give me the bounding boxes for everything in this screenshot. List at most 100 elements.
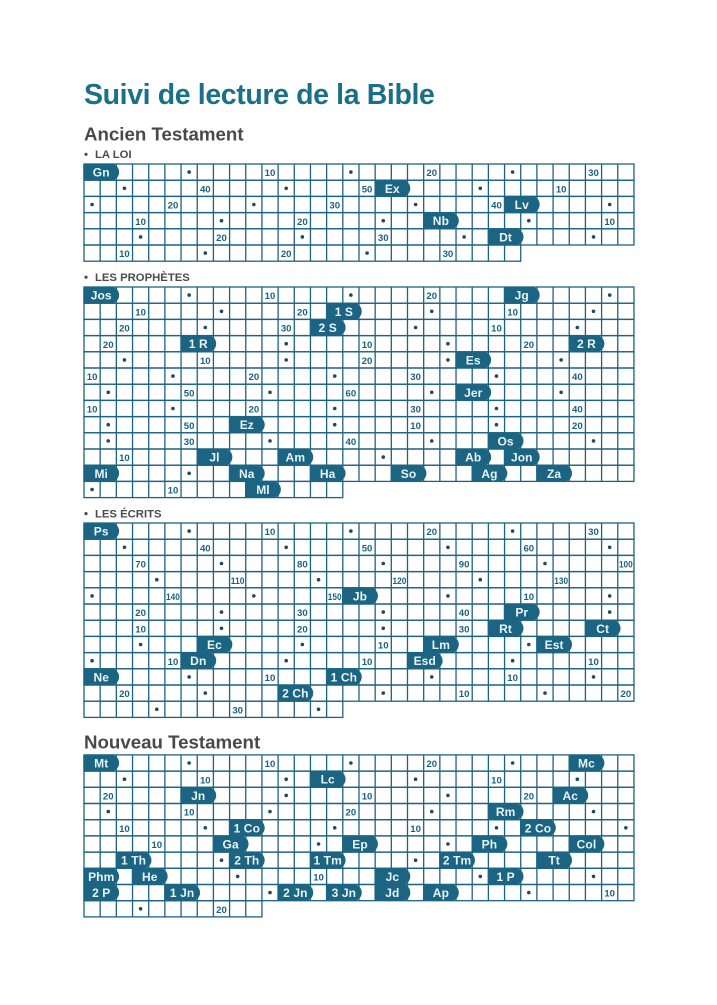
svg-text:70: 70 bbox=[135, 560, 146, 571]
svg-text:1 P: 1 P bbox=[496, 870, 514, 884]
svg-text:Jon: Jon bbox=[511, 451, 533, 465]
svg-text:20: 20 bbox=[426, 759, 437, 770]
svg-text:Jn: Jn bbox=[191, 789, 205, 803]
svg-text:10: 10 bbox=[313, 873, 324, 884]
svg-text:Lm: Lm bbox=[432, 638, 450, 652]
svg-text:Lv: Lv bbox=[515, 198, 529, 212]
svg-text:Ml: Ml bbox=[256, 483, 270, 497]
svg-text:30: 30 bbox=[410, 405, 421, 416]
svg-text:Ancien Testament: Ancien Testament bbox=[84, 124, 244, 145]
svg-text:110: 110 bbox=[231, 576, 245, 587]
svg-text:Ap: Ap bbox=[433, 886, 449, 900]
svg-text:Ha: Ha bbox=[320, 467, 336, 481]
svg-text:40: 40 bbox=[572, 405, 583, 416]
svg-text:1 Co: 1 Co bbox=[234, 821, 260, 835]
svg-text:10: 10 bbox=[362, 657, 373, 668]
svg-text:10: 10 bbox=[556, 184, 567, 195]
svg-text:Pr: Pr bbox=[515, 606, 528, 620]
svg-text:30: 30 bbox=[378, 233, 389, 244]
svg-text:40: 40 bbox=[459, 608, 470, 619]
svg-text:20: 20 bbox=[119, 324, 130, 335]
svg-text:10: 10 bbox=[119, 824, 130, 835]
svg-text:20: 20 bbox=[523, 792, 534, 803]
svg-text:10: 10 bbox=[135, 217, 146, 228]
svg-text:10: 10 bbox=[507, 307, 518, 318]
svg-text:Jc: Jc bbox=[386, 870, 400, 884]
svg-text:Jb: Jb bbox=[353, 589, 367, 603]
svg-text:Ec: Ec bbox=[207, 638, 222, 652]
svg-text:10: 10 bbox=[119, 453, 130, 464]
svg-text:10: 10 bbox=[265, 527, 276, 538]
svg-text:Rt: Rt bbox=[499, 622, 512, 636]
svg-text:2 Th: 2 Th bbox=[234, 854, 259, 868]
svg-text:Ct: Ct bbox=[596, 622, 609, 636]
svg-text:2 P: 2 P bbox=[92, 886, 110, 900]
svg-text:20: 20 bbox=[119, 689, 130, 700]
svg-text:10: 10 bbox=[604, 217, 615, 228]
svg-text:60: 60 bbox=[523, 543, 534, 554]
svg-text:Dt: Dt bbox=[499, 230, 512, 244]
svg-text:20: 20 bbox=[572, 421, 583, 432]
svg-text:Am: Am bbox=[286, 451, 306, 465]
svg-text:Est: Est bbox=[545, 638, 564, 652]
svg-text:Dn: Dn bbox=[190, 654, 206, 668]
svg-text:30: 30 bbox=[184, 437, 195, 448]
svg-text:20: 20 bbox=[103, 792, 114, 803]
svg-text:10: 10 bbox=[507, 673, 518, 684]
svg-text:1 R: 1 R bbox=[189, 337, 208, 351]
svg-text:10: 10 bbox=[151, 840, 162, 851]
svg-text:Jos: Jos bbox=[91, 289, 112, 303]
svg-text:Mt: Mt bbox=[94, 756, 108, 770]
svg-text:20: 20 bbox=[135, 608, 146, 619]
svg-text:Ab: Ab bbox=[465, 451, 481, 465]
svg-text:10: 10 bbox=[265, 673, 276, 684]
svg-text:2 Ch: 2 Ch bbox=[282, 687, 308, 701]
svg-text:2 Tm: 2 Tm bbox=[443, 854, 471, 868]
svg-text:20: 20 bbox=[426, 291, 437, 302]
svg-text:Mc: Mc bbox=[578, 756, 595, 770]
svg-text:10: 10 bbox=[135, 307, 146, 318]
svg-text:20: 20 bbox=[281, 249, 292, 260]
svg-text:He: He bbox=[142, 870, 158, 884]
svg-text:10: 10 bbox=[200, 775, 211, 786]
svg-text:Rm: Rm bbox=[496, 805, 516, 819]
svg-text:LES ÉCRITS: LES ÉCRITS bbox=[95, 507, 162, 520]
svg-text:Nouveau Testament: Nouveau Testament bbox=[84, 731, 260, 752]
svg-text:10: 10 bbox=[184, 808, 195, 819]
svg-text:20: 20 bbox=[621, 689, 632, 700]
svg-text:10: 10 bbox=[362, 340, 373, 351]
svg-text:10: 10 bbox=[265, 759, 276, 770]
svg-text:Jd: Jd bbox=[385, 886, 399, 900]
svg-text:1 Ch: 1 Ch bbox=[331, 670, 357, 684]
svg-text:Jl: Jl bbox=[209, 451, 219, 465]
svg-text:100: 100 bbox=[619, 560, 633, 571]
svg-text:60: 60 bbox=[346, 388, 357, 399]
svg-text:30: 30 bbox=[297, 608, 308, 619]
svg-text:Ez: Ez bbox=[240, 418, 254, 432]
svg-text:40: 40 bbox=[200, 543, 211, 554]
svg-text:1 Th: 1 Th bbox=[121, 854, 146, 868]
svg-text:20: 20 bbox=[249, 405, 260, 416]
svg-text:LA LOI: LA LOI bbox=[95, 149, 132, 161]
svg-text:10: 10 bbox=[523, 592, 534, 603]
svg-text:2 S: 2 S bbox=[319, 321, 337, 335]
svg-text:Tt: Tt bbox=[548, 854, 560, 868]
svg-text:Suivi de lecture de la Bible: Suivi de lecture de la Bible bbox=[84, 79, 434, 111]
svg-text:20: 20 bbox=[249, 372, 260, 383]
svg-text:So: So bbox=[401, 467, 417, 481]
svg-text:2 R: 2 R bbox=[577, 337, 596, 351]
svg-text:1 S: 1 S bbox=[335, 305, 353, 319]
svg-text:10: 10 bbox=[588, 657, 599, 668]
svg-text:10: 10 bbox=[362, 792, 373, 803]
svg-text:10: 10 bbox=[265, 291, 276, 302]
svg-text:10: 10 bbox=[410, 421, 421, 432]
svg-text:80: 80 bbox=[297, 560, 308, 571]
svg-text:2 Jn: 2 Jn bbox=[283, 886, 307, 900]
svg-text:30: 30 bbox=[281, 324, 292, 335]
svg-text:120: 120 bbox=[393, 576, 407, 587]
svg-text:Ex: Ex bbox=[385, 182, 400, 196]
svg-text:20: 20 bbox=[168, 201, 179, 212]
svg-text:10: 10 bbox=[87, 372, 98, 383]
svg-text:20: 20 bbox=[297, 307, 308, 318]
svg-text:40: 40 bbox=[572, 372, 583, 383]
